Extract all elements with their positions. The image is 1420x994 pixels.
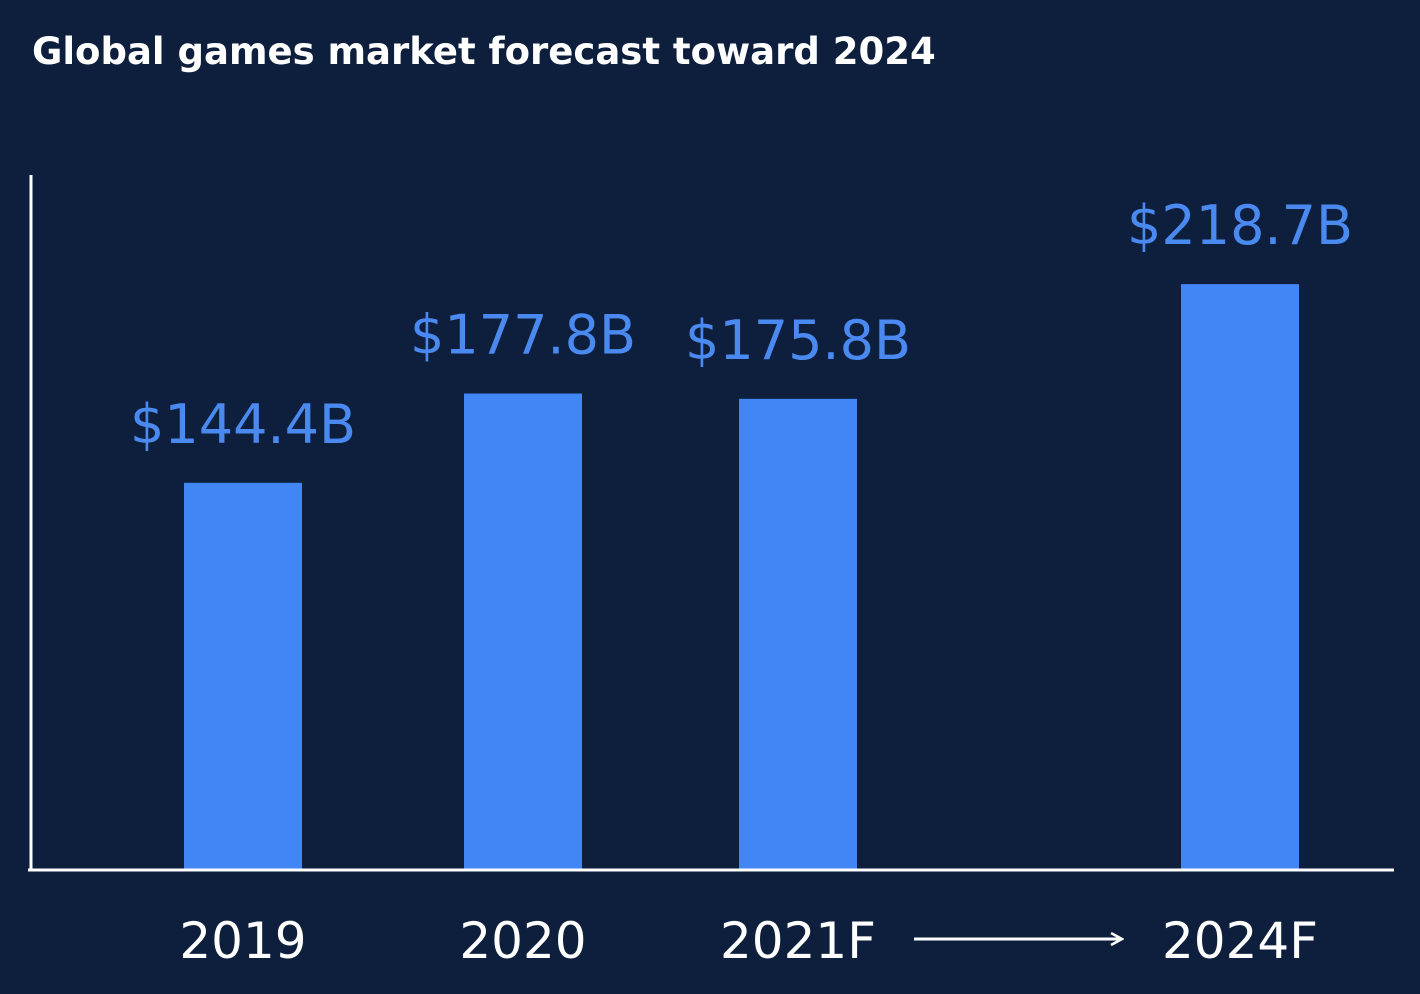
category-labels-group: 2019 2020 2021F 2024F [179,912,1318,970]
category-label-2024f: 2024F [1162,912,1318,970]
value-label-2024f: $218.7B [1127,194,1353,257]
bar-2020 [464,393,582,869]
value-label-2020: $177.8B [410,303,636,366]
bars-group [184,284,1299,870]
value-label-2021f: $175.8B [685,309,911,372]
value-labels-group: $144.4B $177.8B $175.8B $218.7B [130,194,1353,456]
category-label-2021f: 2021F [720,912,876,970]
category-label-2019: 2019 [179,912,306,970]
value-label-2019: $144.4B [130,393,356,456]
category-label-2020: 2020 [459,912,586,970]
bar-2024f [1181,284,1299,870]
bar-2019 [184,482,302,869]
chart-title: Global games market forecast toward 2024 [32,30,936,73]
bar-2021f [739,398,857,869]
